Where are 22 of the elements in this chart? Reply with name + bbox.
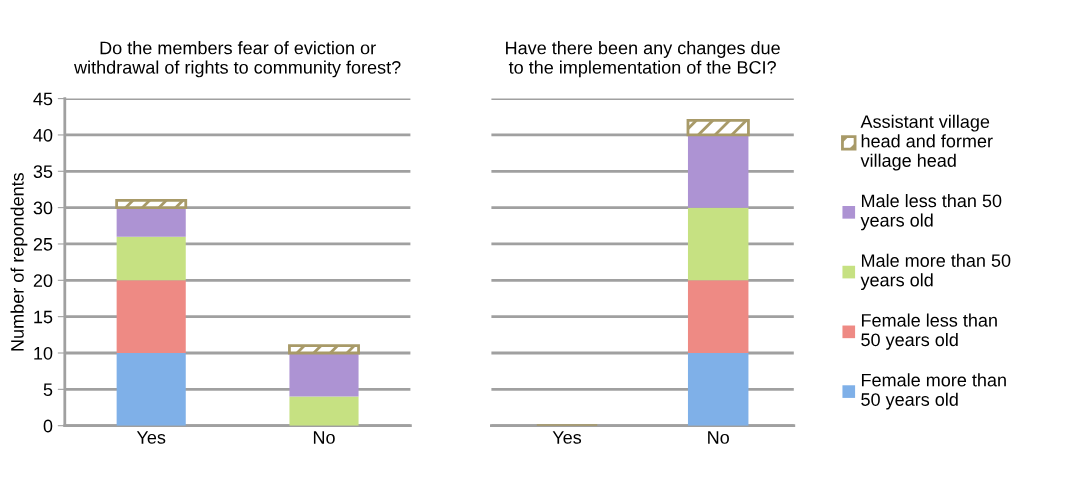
y-tick-label: 5 bbox=[43, 383, 53, 397]
y-tick-label: 35 bbox=[33, 165, 53, 179]
x-tick-label: No bbox=[708, 431, 729, 444]
y-axis-title: Number of repondents bbox=[10, 172, 28, 351]
x-tick-label: Yes bbox=[552, 431, 582, 444]
y-tick-label: 30 bbox=[33, 201, 53, 215]
y-tick-label: 15 bbox=[34, 310, 53, 324]
x-tick-label: No bbox=[313, 431, 335, 444]
x-tick-label: Yes bbox=[136, 431, 166, 444]
legend-label: Female more than 50 years old bbox=[861, 373, 1006, 410]
legend-label: Female less than 50 years old bbox=[861, 313, 997, 350]
chart-title: Do the members fear of eviction or withdrawal of rights to community forest? bbox=[74, 41, 401, 78]
y-tick-label: 10 bbox=[34, 346, 53, 360]
chart-title: Have there been any changes due to the implementation of the BCI? bbox=[506, 41, 780, 78]
y-tick-label: 0 bbox=[43, 419, 53, 433]
y-tick-label: 25 bbox=[33, 237, 53, 251]
y-tick-label: 40 bbox=[33, 128, 53, 142]
legend-label: Male less than 50 years old bbox=[860, 193, 1002, 231]
legend-label: Assistant village head and former village head bbox=[860, 114, 993, 171]
legend-label: Male more than 50 years old bbox=[860, 253, 1011, 291]
y-tick-label: 45 bbox=[33, 92, 53, 106]
y-tick-label: 20 bbox=[33, 274, 53, 288]
